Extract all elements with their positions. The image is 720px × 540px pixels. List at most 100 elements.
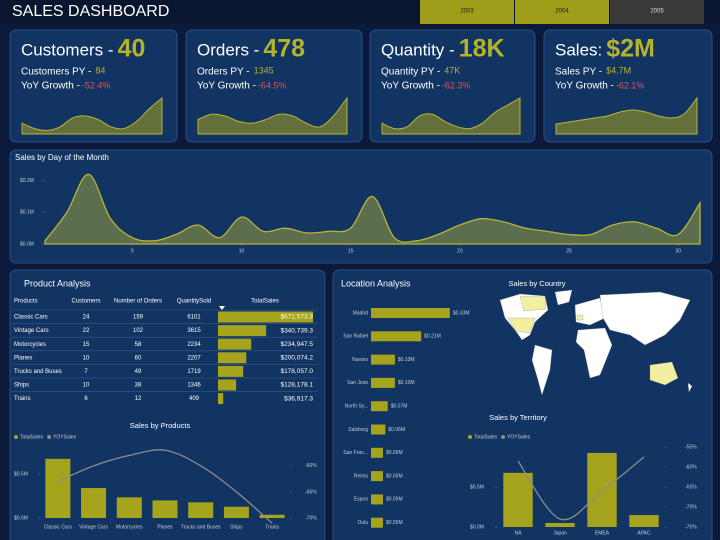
year-tab-label[interactable]: 2005 bbox=[650, 9, 664, 15]
location-label: San Fran... bbox=[343, 450, 368, 456]
x-tick-label: 15 bbox=[348, 248, 354, 254]
x-tick-label: APAC bbox=[637, 530, 651, 536]
bar bbox=[223, 506, 249, 518]
total-sales-bar bbox=[218, 338, 252, 350]
location-bar bbox=[371, 471, 383, 482]
canada bbox=[519, 295, 547, 312]
legend-marker bbox=[14, 435, 18, 439]
year-tab[interactable] bbox=[420, 0, 514, 24]
kpi-yoy-label: YoY Growth - bbox=[555, 81, 614, 92]
table-cell: 1719 bbox=[187, 369, 201, 375]
bar bbox=[81, 488, 107, 518]
table-cell: 7 bbox=[84, 369, 88, 375]
usa bbox=[507, 317, 536, 334]
location-value: $0.05M bbox=[386, 473, 403, 479]
total-sales-label: $178,057.0 bbox=[280, 368, 313, 375]
kpi-sparkline bbox=[197, 96, 348, 135]
year-tab[interactable] bbox=[515, 0, 609, 24]
total-sales-label: $200,074.2 bbox=[280, 355, 313, 362]
location-value: $0.10M bbox=[398, 357, 415, 363]
kpi-card bbox=[9, 29, 178, 143]
table-cell: 6 bbox=[84, 396, 88, 402]
total-sales-bar bbox=[218, 325, 267, 337]
y2-tick-label: -65% bbox=[685, 484, 697, 490]
location-value: $0.05M bbox=[386, 497, 403, 503]
table-cell: 12 bbox=[135, 396, 142, 402]
total-sales-bar bbox=[218, 352, 247, 364]
location-value: $0.33M bbox=[453, 310, 470, 316]
location-bar bbox=[371, 517, 383, 528]
total-sales-bar bbox=[218, 365, 244, 377]
y2-tick-label: -70% bbox=[305, 515, 317, 521]
legend-marker bbox=[468, 435, 472, 439]
y-tick-label: $0.0M bbox=[20, 241, 34, 247]
kpi-yoy-value: -62.1% bbox=[616, 80, 645, 90]
legend-marker bbox=[47, 435, 52, 439]
kpi-sparkline bbox=[381, 97, 521, 135]
table-header: Products bbox=[14, 299, 38, 305]
total-sales-bar bbox=[218, 311, 313, 323]
table-cell: 15 bbox=[83, 342, 90, 348]
table-cell: 2234 bbox=[187, 342, 201, 348]
location-title: Location Analysis bbox=[341, 278, 411, 288]
legend-label: TotalSales bbox=[474, 434, 498, 440]
kpi-title: Quantity - bbox=[381, 40, 455, 59]
y-tick-label: $0.0M bbox=[470, 524, 484, 530]
y2-tick-label: -60% bbox=[305, 463, 317, 469]
table-cell: 409 bbox=[189, 396, 200, 402]
kpi-title: Customers - bbox=[21, 40, 114, 59]
yoy-line bbox=[57, 449, 273, 524]
location-bar bbox=[371, 447, 383, 458]
location-bar bbox=[371, 377, 395, 388]
location-label: San Rafael bbox=[343, 334, 368, 340]
yoy-line bbox=[517, 456, 645, 521]
x-tick-label: 30 bbox=[675, 248, 681, 254]
dashboard-title: SALES DASHBOARD bbox=[12, 3, 169, 20]
x-tick-label: 10 bbox=[239, 248, 245, 254]
total-sales-label: $36,917.3 bbox=[284, 395, 313, 402]
table-cell: 58 bbox=[135, 342, 142, 348]
x-tick-label: Vintage Cars bbox=[79, 524, 108, 530]
year-tab-label[interactable]: 2003 bbox=[460, 9, 474, 15]
bar bbox=[116, 497, 142, 518]
bar bbox=[188, 502, 214, 518]
table-cell: 22 bbox=[83, 328, 90, 334]
kpi-value: 478 bbox=[263, 35, 305, 63]
kpi-py-value: 1345 bbox=[254, 65, 274, 75]
total-sales-label: $672,573.3 bbox=[280, 314, 313, 321]
bar bbox=[587, 452, 617, 527]
x-tick-label: NA bbox=[515, 530, 523, 536]
table-cell: 2207 bbox=[187, 355, 201, 361]
x-tick-label: Classic Cars bbox=[44, 524, 73, 530]
total-sales-label: $234,947.5 bbox=[280, 341, 313, 348]
table-cell: 102 bbox=[133, 328, 144, 334]
year-tab[interactable] bbox=[610, 0, 704, 24]
total-sales-bar bbox=[218, 393, 224, 405]
y2-tick-label: -55% bbox=[685, 444, 697, 450]
france bbox=[576, 314, 584, 321]
legend-marker bbox=[501, 435, 506, 439]
kpi-card bbox=[543, 29, 713, 143]
new-zealand bbox=[687, 382, 693, 393]
sort-icon bbox=[219, 306, 225, 310]
table-cell: 1346 bbox=[187, 383, 201, 389]
location-bar bbox=[371, 424, 386, 435]
total-sales-label: $128,178.1 bbox=[280, 382, 313, 389]
day-chart-title: Sales by Day of the Month bbox=[15, 153, 109, 162]
kpi-yoy-label: YoY Growth - bbox=[21, 81, 80, 92]
y-tick-label: $0.5M bbox=[14, 471, 28, 477]
table-cell: Ships bbox=[14, 383, 29, 389]
table-cell: 3615 bbox=[187, 328, 201, 334]
asia bbox=[599, 291, 691, 346]
location-label: Reims bbox=[354, 473, 369, 479]
year-tab-label[interactable]: 2004 bbox=[555, 9, 569, 15]
location-value: $0.10M bbox=[398, 380, 415, 386]
location-bar bbox=[371, 308, 450, 318]
x-tick-label: Ships bbox=[230, 524, 243, 530]
table-cell: 10 bbox=[83, 355, 90, 361]
y-tick-label: $0.1M bbox=[20, 210, 34, 216]
kpi-value: 40 bbox=[118, 35, 146, 63]
x-tick-label: 25 bbox=[566, 248, 572, 254]
table-header: Number of Orders bbox=[114, 299, 162, 305]
legend-label: YOYSales bbox=[53, 434, 77, 440]
